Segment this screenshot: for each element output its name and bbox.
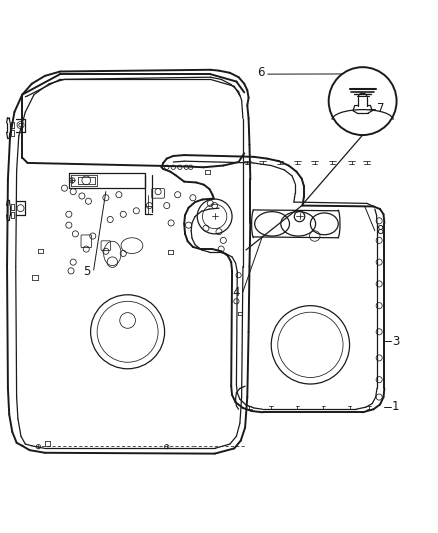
Text: 5: 5 xyxy=(83,265,91,278)
Text: 4: 4 xyxy=(233,286,240,299)
Text: 3: 3 xyxy=(392,335,399,348)
Text: 7: 7 xyxy=(377,102,384,116)
Text: 6: 6 xyxy=(257,66,265,79)
Text: 1: 1 xyxy=(392,400,399,413)
Text: 8: 8 xyxy=(377,224,384,237)
